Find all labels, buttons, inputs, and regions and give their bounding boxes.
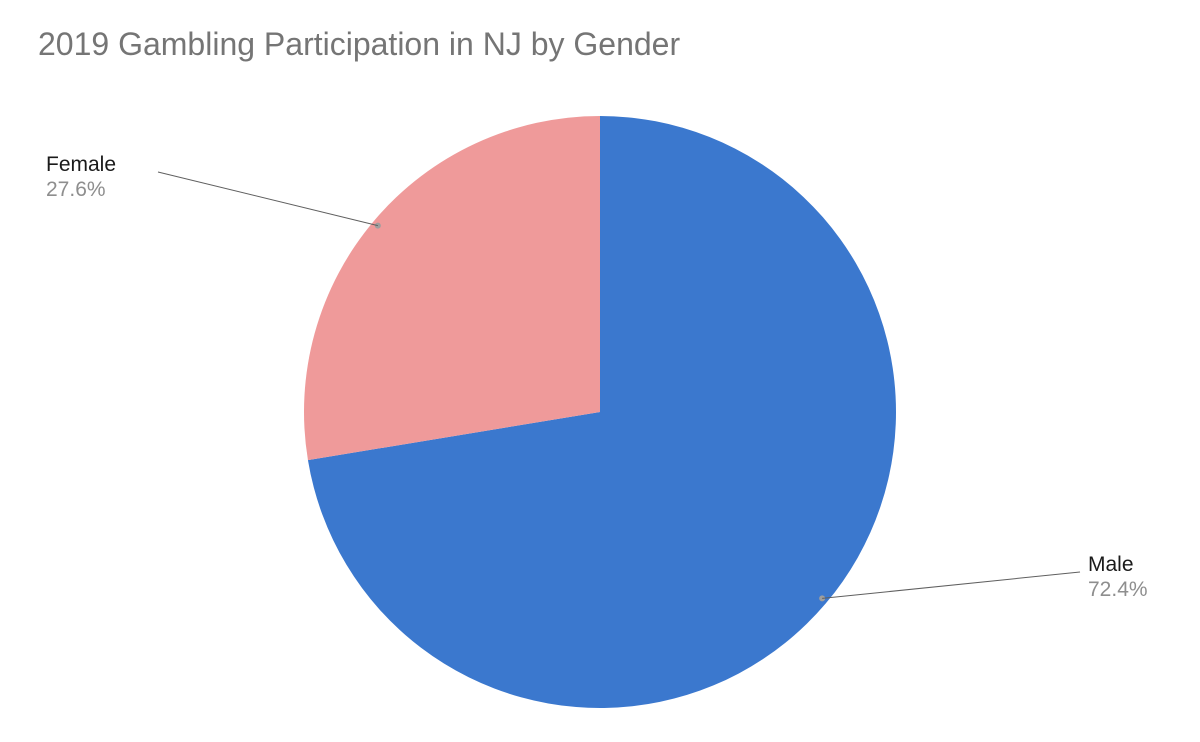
leader-line: [822, 572, 1080, 598]
slice-label-pct: 72.4%: [1088, 577, 1148, 602]
slice-label-name: Female: [46, 152, 116, 177]
slice-label-female: Female27.6%: [46, 152, 116, 202]
pie-slice-female: [304, 116, 600, 460]
leader-line: [158, 172, 378, 226]
slice-label-male: Male72.4%: [1088, 552, 1148, 602]
slice-label-name: Male: [1088, 552, 1148, 577]
slice-label-pct: 27.6%: [46, 177, 116, 202]
pie-chart: [0, 0, 1200, 742]
